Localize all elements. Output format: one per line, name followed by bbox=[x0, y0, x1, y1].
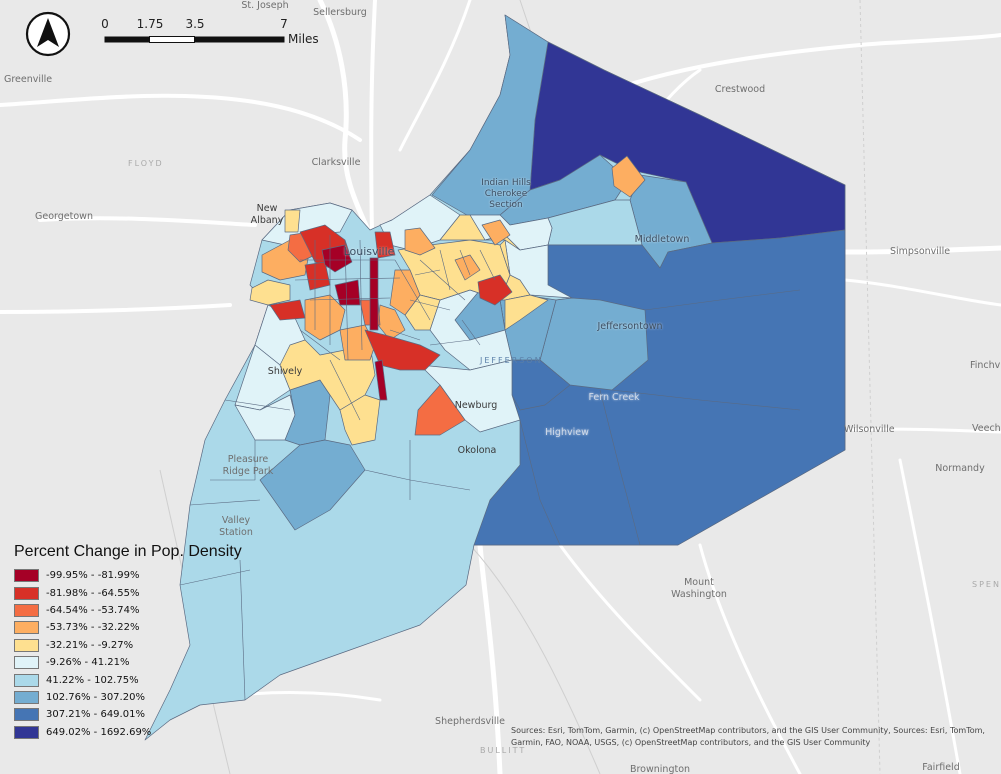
legend-item: 41.22% - 102.75% bbox=[14, 671, 284, 688]
place-label-highview: Highview bbox=[545, 427, 589, 438]
scale-unit: Miles bbox=[288, 32, 319, 46]
place-label-newburg: Newburg bbox=[454, 400, 498, 411]
legend-item: 102.76% - 307.20% bbox=[14, 689, 284, 706]
scale-tick-0: 0 bbox=[101, 17, 109, 31]
legend-label: -64.54% - -53.74% bbox=[46, 604, 140, 616]
legend-title: Percent Change in Pop. Density bbox=[14, 543, 242, 560]
place-label-fern-creek: Fern Creek bbox=[588, 392, 640, 403]
legend-label: -9.26% - 41.21% bbox=[46, 657, 130, 669]
attribution-text: Sources: Esri, TomTom, Garmin, (c) OpenS… bbox=[511, 726, 985, 747]
legend-swatch bbox=[14, 725, 39, 739]
legend-swatch bbox=[14, 656, 39, 670]
north-arrow-icon bbox=[25, 11, 71, 57]
place-label-floyd: FLOYD bbox=[128, 159, 164, 168]
legend-item: -32.21% - -9.27% bbox=[14, 637, 284, 654]
place-label-crestwood: Crestwood bbox=[714, 84, 766, 95]
scale-tick-3: 7 bbox=[280, 17, 288, 31]
legend-label: -53.73% - -32.22% bbox=[46, 622, 140, 634]
place-label-wilsonville: Wilsonville bbox=[844, 424, 895, 435]
place-label-louisville: Louisville bbox=[343, 245, 395, 258]
legend-item: -53.73% - -32.22% bbox=[14, 619, 284, 636]
place-label-spencer: SPEN bbox=[972, 580, 1001, 589]
place-label-normandy: Normandy bbox=[935, 463, 985, 474]
legend-swatch bbox=[14, 586, 39, 600]
place-label-jeffersontown: Jeffersontown bbox=[597, 321, 663, 332]
place-label-middletown: Middletown bbox=[634, 234, 690, 245]
scale-bar-graphic bbox=[104, 36, 285, 43]
place-label-brownington: Brownington bbox=[629, 764, 691, 774]
place-label-clarksville: Clarksville bbox=[311, 157, 361, 168]
place-label-valley-station: Valley Station bbox=[219, 515, 253, 538]
place-label-new-albany: New Albany bbox=[250, 203, 284, 226]
legend-item: -99.95% - -81.99% bbox=[14, 567, 284, 584]
place-label-pleasure-ridge-park: Pleasure Ridge Park bbox=[222, 454, 274, 477]
scale-tick-2: 3.5 bbox=[185, 17, 205, 31]
place-label-indian-hills: Indian Hills Cherokee Section bbox=[481, 178, 531, 210]
legend-label: 649.02% - 1692.69% bbox=[46, 726, 152, 738]
legend-item: 307.21% - 649.01% bbox=[14, 706, 284, 723]
north-arrow bbox=[22, 10, 74, 58]
legend-swatch bbox=[14, 603, 39, 617]
place-label-finchville: Finchv bbox=[970, 360, 1001, 371]
scale-tick-1: 1.75 bbox=[136, 17, 164, 31]
place-label-shively: Shively bbox=[267, 366, 303, 377]
legend-swatch bbox=[14, 621, 39, 635]
legend-item: -81.98% - -64.55% bbox=[14, 584, 284, 601]
place-label-bullitt: BULLITT bbox=[480, 746, 527, 755]
legend-label: -81.98% - -64.55% bbox=[46, 587, 140, 599]
legend-item: -9.26% - 41.21% bbox=[14, 654, 284, 671]
legend-item: -64.54% - -53.74% bbox=[14, 602, 284, 619]
place-label-greenville: Greenville bbox=[4, 74, 53, 85]
legend-swatch bbox=[14, 638, 39, 652]
legend-swatch bbox=[14, 708, 39, 722]
place-label-st-joseph: St. Joseph bbox=[241, 0, 289, 11]
legend-label: -32.21% - -9.27% bbox=[46, 639, 134, 651]
scale-bar: 0 1.75 3.5 7 Miles bbox=[101, 14, 333, 46]
place-label-jefferson: JEFFERSON bbox=[480, 356, 543, 365]
place-label-shepherdsville: Shepherdsville bbox=[435, 716, 505, 727]
legend-swatch bbox=[14, 690, 39, 704]
legend-label: -99.95% - -81.99% bbox=[46, 570, 140, 582]
legend-swatch bbox=[14, 569, 39, 583]
legend-label: 41.22% - 102.75% bbox=[46, 674, 139, 686]
place-label-georgetown: Georgetown bbox=[35, 211, 93, 222]
place-label-okolona: Okolona bbox=[457, 445, 497, 456]
legend-items: -99.95% - -81.99% -81.98% - -64.55% -64.54… bbox=[14, 567, 284, 741]
place-label-sellersburg: Sellersburg bbox=[313, 7, 367, 18]
legend-label: 102.76% - 307.20% bbox=[46, 691, 145, 703]
legend-label: 307.21% - 649.01% bbox=[46, 709, 145, 721]
choropleth-layer bbox=[144, 14, 846, 741]
legend-swatch bbox=[14, 673, 39, 687]
legend-item: 649.02% - 1692.69% bbox=[14, 724, 284, 741]
place-label-veechdale: Veech bbox=[972, 423, 1001, 434]
place-label-fairfield: Fairfield bbox=[922, 762, 960, 773]
place-label-mount-washington: Mount Washington bbox=[671, 577, 727, 600]
place-label-simpsonville: Simpsonville bbox=[889, 246, 951, 257]
legend: Percent Change in Pop. Density -99.95% -… bbox=[14, 543, 284, 741]
